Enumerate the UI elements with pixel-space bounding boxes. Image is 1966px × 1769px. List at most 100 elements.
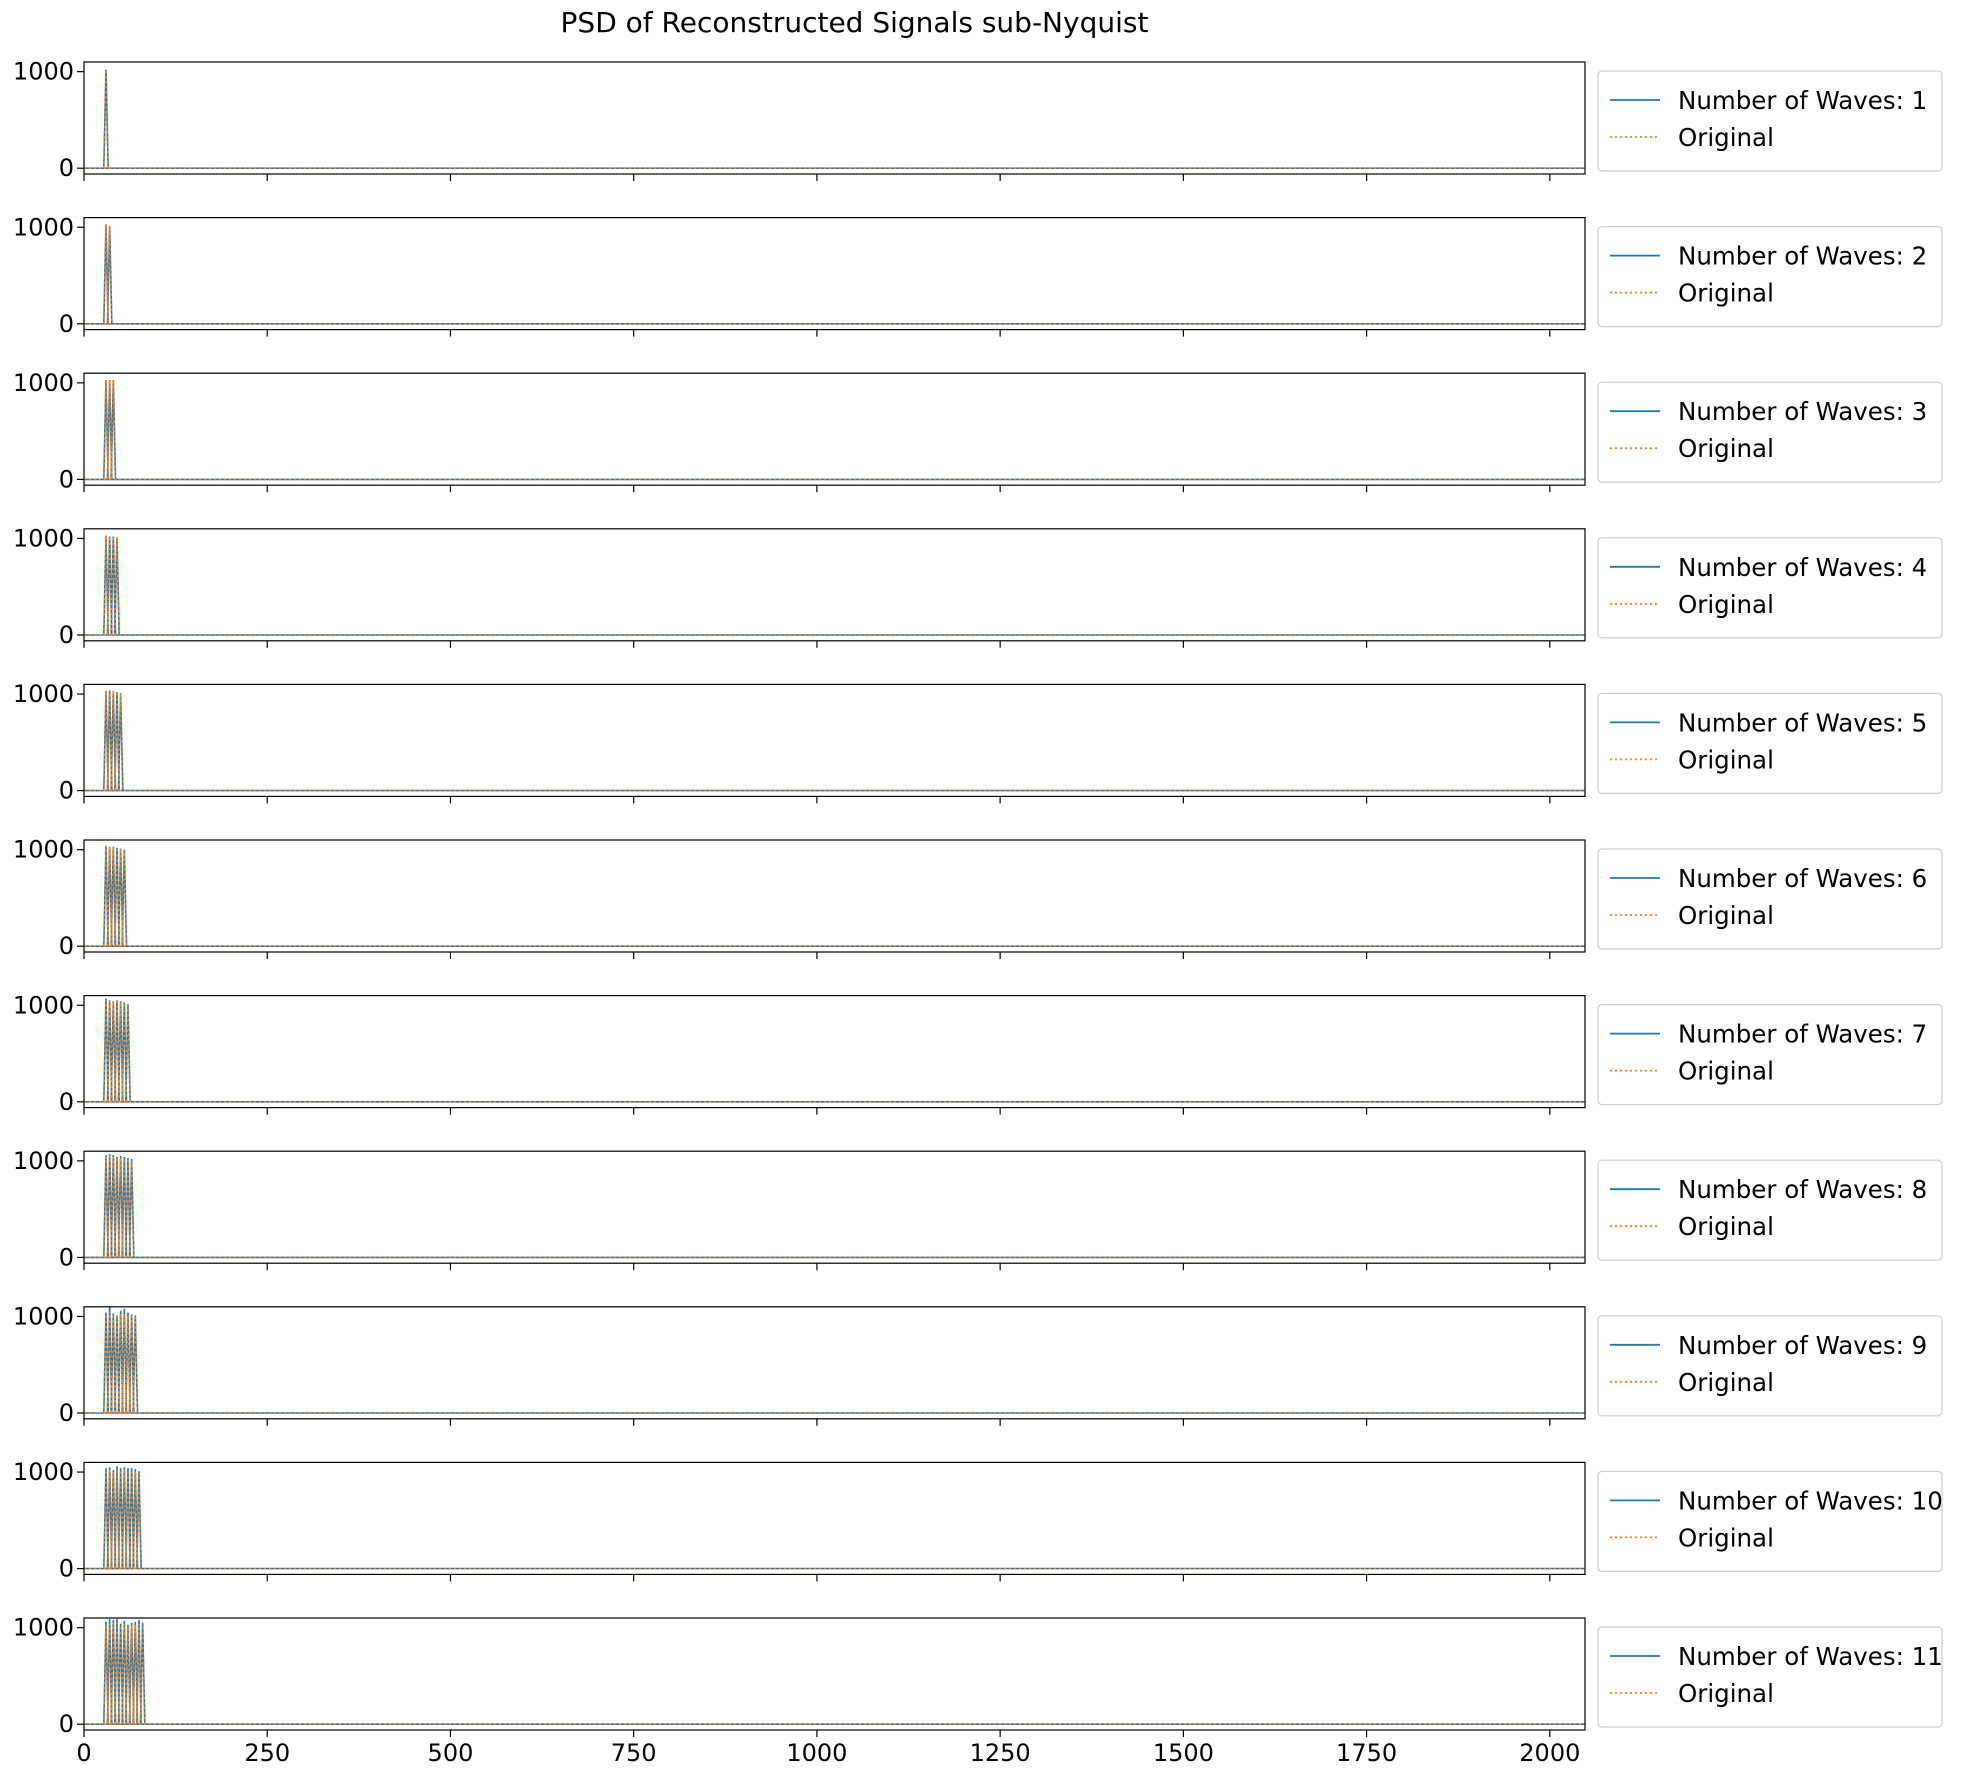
legend-label: Number of Waves: 3: [1678, 397, 1927, 426]
plot-area: [84, 224, 1585, 325]
axes-frame: [83, 372, 1586, 486]
x-tick-label: 500: [428, 1739, 474, 1767]
legend-box: [1597, 1315, 1943, 1417]
x-tick-label: 2000: [1519, 1739, 1580, 1767]
reconstructed-peak-11: [139, 1622, 146, 1725]
legend-box: [1597, 537, 1943, 639]
original-peak-4: [113, 1157, 120, 1258]
y-tick-label: 0: [59, 621, 74, 649]
subplot-9: 0 1000 Number of Waves: 9 Original: [13, 1302, 1943, 1427]
axes-frame: [83, 1150, 1586, 1264]
legend-label: Number of Waves: 5: [1678, 708, 1927, 737]
legend-label: Number of Waves: 2: [1678, 242, 1927, 271]
legend: Number of Waves: 10 Original: [1597, 1470, 1943, 1573]
legend-box: [1597, 381, 1943, 483]
reconstructed-peak-10: [135, 1471, 142, 1569]
y-tick-label: 1000: [13, 524, 74, 552]
subplot-8: 0 1000 Number of Waves: 8 Original: [13, 1147, 1943, 1271]
original-peak-3: [110, 846, 117, 947]
plot-area: [84, 998, 1585, 1103]
legend-label: Number of Waves: 4: [1678, 553, 1927, 582]
plot-area: [84, 1154, 1585, 1259]
subplot-3: 0 1000 Number of Waves: 3 Original: [13, 369, 1943, 493]
y-tick-label: 1000: [13, 369, 74, 397]
original-peak-2: [106, 1623, 113, 1725]
original-peak-4: [113, 1001, 120, 1102]
original-peak-6: [121, 849, 128, 947]
legend: Number of Waves: 8 Original: [1597, 1159, 1943, 1261]
legend-label: Number of Waves: 6: [1678, 864, 1927, 893]
plot-area: [84, 1618, 1585, 1726]
axes-frame: [83, 61, 1586, 175]
original-peak-4: [113, 1317, 120, 1414]
subplot-4: 0 1000 Number of Waves: 4 Original: [13, 524, 1943, 649]
original-peak-5: [117, 1002, 124, 1102]
y-tick-label: 0: [59, 154, 74, 182]
legend-label: Original: [1678, 123, 1774, 152]
original-peak-6: [121, 1313, 128, 1414]
y-tick-label: 0: [59, 1399, 74, 1427]
y-tick-label: 1000: [13, 991, 74, 1019]
axes-frame: [83, 839, 1586, 953]
y-tick-label: 1000: [13, 836, 74, 864]
legend: Number of Waves: 7 Original: [1597, 1003, 1943, 1106]
y-tick-label: 1000: [13, 1147, 74, 1175]
original-peak-1: [102, 1156, 109, 1258]
original-peak-8: [128, 1316, 135, 1414]
original-peak-1: [102, 1000, 109, 1102]
original-peak-3: [110, 691, 117, 791]
y-tick-label: 1000: [13, 1458, 74, 1486]
original-peak-2: [106, 379, 113, 480]
original-peak-2: [106, 1156, 113, 1258]
legend: Number of Waves: 5 Original: [1597, 692, 1943, 795]
y-tick-label: 0: [59, 1088, 74, 1116]
legend-label: Original: [1678, 1679, 1774, 1708]
subplot-6: 0 1000 Number of Waves: 6 Original: [13, 836, 1943, 960]
original-peak-3: [110, 1622, 117, 1725]
original-peak-5: [117, 1157, 124, 1258]
x-tick-label: 1500: [1153, 1739, 1214, 1767]
legend-label: Original: [1678, 1523, 1774, 1552]
y-tick-label: 0: [59, 777, 74, 805]
x-tick-label: 0: [76, 1739, 91, 1767]
original-peak-6: [121, 1469, 128, 1569]
reconstructed-peak-1: [102, 69, 109, 169]
subplot-1: 0 1000 Number of Waves: 1 Original: [13, 58, 1943, 182]
x-tick-label: 1750: [1336, 1739, 1397, 1767]
y-tick-label: 1000: [13, 680, 74, 708]
reconstructed-peak-8: [128, 1158, 135, 1258]
original-peak-9: [132, 1624, 139, 1725]
original-peak-9: [132, 1317, 139, 1414]
y-tick-label: 0: [59, 465, 74, 493]
original-peak-1: [102, 224, 109, 324]
original-peak-3: [110, 1002, 117, 1102]
original-peak-1: [102, 845, 109, 947]
subplot-2: 0 1000 Number of Waves: 2 Original: [13, 213, 1943, 338]
axes-frame: [83, 1461, 1586, 1576]
legend-label: Original: [1678, 745, 1774, 774]
original-peak-8: [128, 1624, 135, 1725]
plot-area: [84, 379, 1585, 481]
subplot-7: 0 1000 Number of Waves: 7 Original: [13, 991, 1943, 1116]
original-peak-4: [113, 1469, 120, 1569]
plot-area: [84, 845, 1585, 948]
legend-label: Number of Waves: 1: [1678, 86, 1927, 115]
legend-box: [1597, 226, 1943, 328]
original-peak-1: [102, 535, 109, 636]
original-peak-10: [135, 1623, 142, 1725]
legend-label: Number of Waves: 10: [1678, 1486, 1943, 1515]
subplot-5: 0 1000 Number of Waves: 5 Original: [13, 680, 1943, 805]
legend: Number of Waves: 11 Original: [1597, 1626, 1943, 1728]
plot-area: [84, 535, 1585, 636]
original-peak-1: [102, 379, 109, 480]
y-tick-label: 0: [59, 932, 74, 960]
plot-area: [84, 690, 1585, 792]
legend: Number of Waves: 6 Original: [1597, 848, 1943, 950]
y-tick-label: 1000: [13, 1302, 74, 1330]
original-peak-8: [128, 1160, 135, 1258]
y-tick-label: 0: [59, 1243, 74, 1271]
original-peak-1: [102, 1624, 109, 1725]
legend-box: [1597, 1159, 1943, 1261]
